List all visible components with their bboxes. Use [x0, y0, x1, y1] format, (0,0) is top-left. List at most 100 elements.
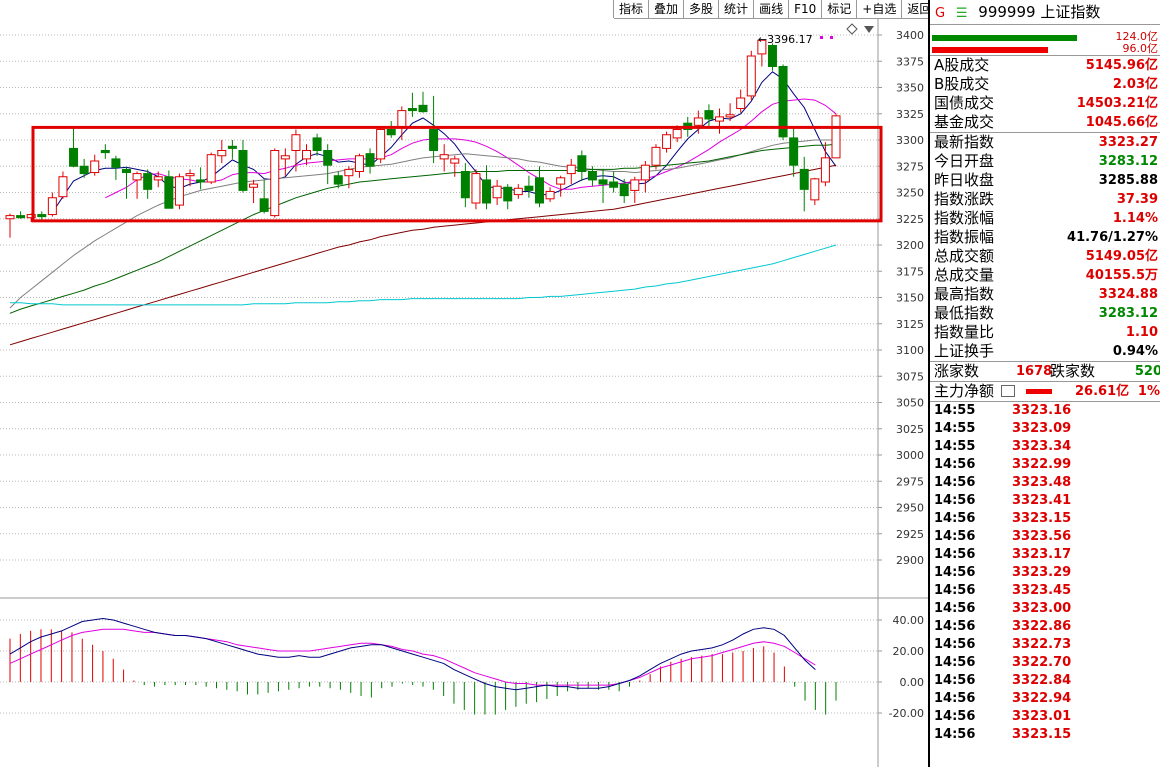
y-tick-label: 3025 — [896, 423, 924, 436]
tick-time: 14:56 — [934, 511, 976, 526]
candle-body — [820, 157, 830, 183]
y-tick-label: 3075 — [896, 370, 924, 383]
tick-time: 14:56 — [934, 529, 976, 544]
candle-body — [174, 176, 184, 206]
candle-body — [37, 214, 47, 218]
g-icon[interactable]: G — [935, 6, 946, 21]
stat-row: 总成交额 5149.05亿 — [930, 247, 1160, 266]
mainflow-pct: 1% — [1137, 384, 1160, 399]
tick-time: 14:56 — [934, 493, 976, 508]
stat-row: 总成交量 40155.5万 — [930, 266, 1160, 285]
stat-row: 今日开盘 3283.12 — [930, 152, 1160, 171]
y-tick-label: 3175 — [896, 265, 924, 278]
index-code: 999999 — [978, 3, 1036, 21]
candle-body — [206, 154, 216, 183]
candle-body — [492, 185, 502, 199]
candle-body — [460, 171, 470, 199]
candle-body — [503, 186, 513, 202]
detail-icon[interactable] — [1000, 384, 1015, 397]
candle-body — [259, 198, 269, 212]
menu-icon[interactable]: ☰ — [955, 6, 968, 21]
ma-line-ma30 — [9, 143, 837, 314]
candle-body — [831, 115, 841, 159]
stat-value: 3324.88 — [1098, 287, 1158, 302]
tick-time: 14:55 — [934, 403, 976, 418]
y-tick-label: 3300 — [896, 134, 924, 147]
candle-body — [439, 154, 449, 160]
candle-body — [323, 150, 333, 166]
toolbar-button[interactable]: 画线 — [754, 0, 790, 19]
stat-value: 41.76/1.27% — [1067, 230, 1158, 245]
tick-time: 14:56 — [934, 637, 976, 652]
tick-list[interactable]: 14:553323.161.69亿14:553323.091.48亿14:553… — [930, 401, 1160, 744]
toolbar-button[interactable]: +自选 — [857, 0, 903, 19]
up-count-label: 涨家数 — [934, 362, 980, 380]
candle-body — [545, 190, 555, 200]
y-tick-label: 3050 — [896, 397, 924, 410]
ma-line-ma10 — [105, 98, 837, 199]
ma-line-ma60 — [9, 164, 837, 346]
toolbar-button[interactable]: 多股 — [684, 0, 720, 19]
y-tick-label: 3125 — [896, 318, 924, 331]
y-tick-label: 3250 — [896, 187, 924, 200]
y-tick-label: 3150 — [896, 292, 924, 305]
candle-body — [217, 150, 227, 157]
stat-label: 国债成交 — [934, 94, 995, 112]
toolbar-button[interactable]: 叠加 — [649, 0, 685, 19]
y-tick-label: 3000 — [896, 449, 924, 462]
y-tick-label: 2975 — [896, 475, 924, 488]
tick-time: 14:56 — [934, 565, 976, 580]
candle-body — [746, 55, 756, 97]
stat-value: 1045.66亿 — [1085, 115, 1158, 130]
candle-body — [291, 134, 301, 151]
volume-bar-row: 96.0亿 — [930, 43, 1160, 55]
candle-body — [630, 179, 640, 191]
candle-body — [111, 158, 121, 168]
tick-time: 14:56 — [934, 457, 976, 472]
stat-value: 2.03亿 — [1112, 77, 1158, 92]
toolbar-button[interactable]: 指标 — [614, 0, 650, 19]
volume-bars: 124.0亿 96.0亿 — [930, 31, 1160, 55]
stat-label: 昨日收盘 — [934, 171, 995, 189]
breadth-row: 涨家数 1678 跌家数 520 — [930, 361, 1160, 381]
stat-label: 指数涨幅 — [934, 209, 995, 227]
tick-price: 3323.17 — [1012, 547, 1072, 562]
candle-body — [640, 164, 650, 181]
tick-time: 14:56 — [934, 547, 976, 562]
candle-body — [100, 150, 110, 154]
tick-time: 14:56 — [934, 475, 976, 490]
toolbar-button[interactable]: 统计 — [719, 0, 755, 19]
stat-label: 今日开盘 — [934, 152, 995, 170]
mainflow-value: 26.61亿 — [1075, 384, 1130, 399]
stat-value: 37.39 — [1116, 192, 1158, 207]
candle-body — [471, 173, 481, 204]
candle-body — [153, 176, 163, 181]
candle-body — [524, 185, 534, 191]
tick-time: 14:56 — [934, 673, 976, 688]
candle-body — [58, 176, 68, 198]
candle-body — [16, 215, 26, 219]
stat-label: 最新指数 — [934, 133, 995, 151]
stat-row: 指数量比 1.10 — [930, 323, 1160, 342]
candle-body — [354, 155, 364, 172]
candle-body — [577, 155, 587, 172]
toolbar-button[interactable]: F10 — [789, 0, 823, 19]
candle-body — [725, 114, 735, 118]
mainflow-label: 主力净额 — [934, 382, 995, 400]
stat-value: 14503.21亿 — [1076, 96, 1158, 111]
chart-area: 3400 3375 3350 3325 3300 3275 3250 3225 3200 3175… — [0, 0, 938, 767]
stat-row: 最高指数 3324.88 — [930, 285, 1160, 304]
candle-body — [249, 183, 259, 188]
toolbar-button[interactable]: 标记 — [822, 0, 858, 19]
y-tick-label: 3400 — [896, 29, 924, 42]
candle-body — [365, 153, 375, 167]
candle-body — [757, 39, 767, 55]
candle-body — [302, 150, 312, 160]
